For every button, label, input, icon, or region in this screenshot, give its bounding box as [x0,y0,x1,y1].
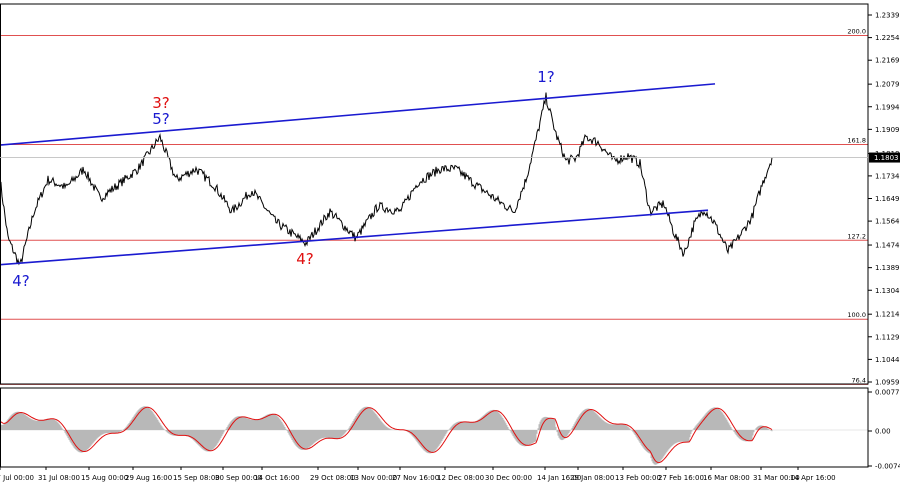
wave-label: 5? [152,110,170,128]
time-axis-label: 14 Apr 16:00 [790,474,836,482]
current-price-marker: 1.1803 [0,152,900,163]
time-axis-label: 27 Feb 16:00 [658,474,704,482]
price-axis-label: 1.1649 [875,195,900,203]
price-axis: 1.2339 1.2254 1.2169 1.2079 1.1994 1.1909 1.18… [868,12,900,387]
time-axis-label: 30 Dec 00:00 [485,474,532,482]
time-axis-label: 15 Sep 08:00 [173,474,220,482]
main-panel-border [0,3,869,385]
time-axis-label: 29 Oct 08:00 [310,474,356,482]
chart-frame [0,3,869,468]
price-axis-label: 1.1389 [875,264,900,272]
channel-line [0,209,709,266]
time-axis-label: 29 Aug 16:00 [125,474,172,482]
price-axis-label: 1.2169 [875,57,900,65]
fib-level-label: 100.0 [847,311,866,319]
time-axis-label: 13 Nov 00:00 [350,474,397,482]
time-axis-label: 31 Mar 00:00 [753,474,800,482]
oscillator-signal-line [0,406,773,464]
price-axis-label: 1.1129 [875,333,900,341]
wave-label: 1? [537,68,555,86]
time-axis-label: 12 Dec 08:00 [437,474,484,482]
oscillator-panel-border [0,387,869,468]
time-axis-label: 15 Aug 00:00 [81,474,128,482]
time-axis-label: 16 Mar 08:00 [703,474,750,482]
channel-line [0,83,716,146]
current-price-label: 1.1803 [874,154,899,162]
price-axis-label: 1.1994 [875,103,900,111]
price-axis-label: 1.1909 [875,126,900,134]
wave-label: 4? [12,272,30,290]
oscillator-axis-label: 0.00776 [875,389,900,397]
price-axis-label: 1.1044 [875,356,900,364]
oscillator-panel [0,406,868,465]
time-axis-label: 27 Nov 16:00 [392,474,439,482]
current-price-badge [869,152,900,163]
price-axis-label: 1.2254 [875,34,900,42]
channel-lines [0,83,716,266]
price-axis-label: 1.0959 [875,379,900,387]
fib-level-label: 161.8 [847,137,866,145]
price-axis-label: 1.1304 [875,287,900,295]
oscillator-axis-label: -0.0074 [875,463,900,471]
time-axis-label: 30 Sep 00:00 [215,474,262,482]
fib-level-label: 127.2 [847,232,866,240]
price-axis-label: 1.2339 [875,12,900,20]
price-axis-label: 1.1564 [875,218,900,226]
wave-labels: 4? 3?5? 4? 1? [12,68,555,290]
price-axis-label: 1.1214 [875,311,900,319]
oscillator-axis: 0.00776 0.00 -0.0074 [868,389,900,471]
time-axis-label: 13 Feb 00:00 [615,474,661,482]
price-axis-label: 1.1734 [875,172,900,180]
price-axis-label: 1.2079 [875,81,900,89]
oscillator-histogram [0,406,773,465]
time-axis-label: 14 Jan 16:00 [537,474,581,482]
fibonacci-levels: 200.0 161.8 127.2 100.0 76.4 [0,27,868,385]
wave-label: 4? [296,250,314,268]
fib-level-label: 200.0 [847,27,866,35]
time-axis-label: 17 Jul 00:00 [0,474,34,482]
oscillator-axis-label: 0.00 [875,428,891,436]
time-axis-label: 14 Oct 16:00 [254,474,300,482]
fib-level-label: 76.4 [852,376,866,384]
time-axis-label: 29 Jan 08:00 [570,474,614,482]
wave-label: 3? [152,94,170,112]
time-axis-label: 31 Jul 08:00 [38,474,80,482]
price-series [0,92,773,266]
price-line [0,92,773,266]
price-axis-label: 1.1474 [875,242,900,250]
